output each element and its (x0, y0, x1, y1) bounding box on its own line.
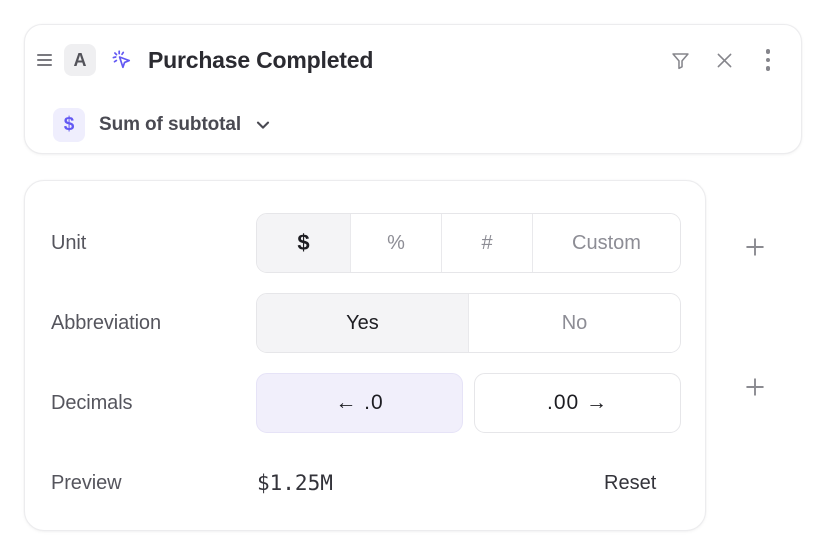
unit-row-label: Unit (51, 231, 87, 254)
abbreviation-row: Abbreviation Yes No (25, 289, 705, 357)
measure-header-row: A Purchase Completed (25, 25, 801, 95)
measure-header-card: A Purchase Completed (24, 24, 802, 154)
abbreviation-option-yes[interactable]: Yes (257, 294, 468, 352)
header-actions (663, 25, 785, 95)
add-unit-row-icon[interactable] (741, 233, 769, 261)
more-options-icon[interactable] (751, 43, 785, 77)
abbreviation-segmented-control: Yes No (256, 293, 681, 353)
close-icon[interactable] (707, 43, 741, 77)
hamburger-drag-handle-icon[interactable] (37, 51, 55, 69)
measure-selector-row: $ Sum of subtotal (25, 95, 272, 155)
unit-segmented-control: $ % # Custom (256, 213, 681, 273)
chevron-down-icon[interactable] (254, 116, 272, 134)
abbreviation-row-label: Abbreviation (51, 311, 161, 334)
reset-button[interactable]: Reset (604, 471, 657, 494)
increase-decimals-button[interactable]: .00 → (474, 373, 681, 433)
unit-option-custom[interactable]: Custom (532, 214, 680, 272)
unit-option-percent[interactable]: % (350, 214, 441, 272)
decimals-button-group: ← .0 .00 → (256, 373, 681, 433)
preview-row-label: Preview (51, 471, 122, 494)
unit-option-dollar[interactable]: $ (257, 214, 350, 272)
preview-row: Preview $1.25M Reset (25, 449, 705, 517)
page-title: Purchase Completed (148, 46, 374, 73)
abbreviation-option-no[interactable]: No (468, 294, 680, 352)
decimals-row-label: Decimals (51, 391, 133, 414)
filter-icon[interactable] (663, 43, 697, 77)
unit-option-number[interactable]: # (441, 214, 532, 272)
unit-row: Unit $ % # Custom (25, 209, 705, 277)
add-decimals-row-icon[interactable] (741, 373, 769, 401)
sparkle-cursor-icon (108, 46, 136, 74)
preview-value: $1.25M (257, 471, 333, 495)
measure-label[interactable]: Sum of subtotal (99, 114, 242, 135)
number-format-settings-card: Unit $ % # Custom Abbreviation Yes No De… (24, 180, 706, 531)
dollar-unit-badge-icon: $ (53, 108, 85, 142)
letter-badge[interactable]: A (64, 44, 96, 76)
decimals-row: Decimals ← .0 .00 → (25, 369, 705, 437)
decrease-decimals-button[interactable]: ← .0 (256, 373, 463, 433)
